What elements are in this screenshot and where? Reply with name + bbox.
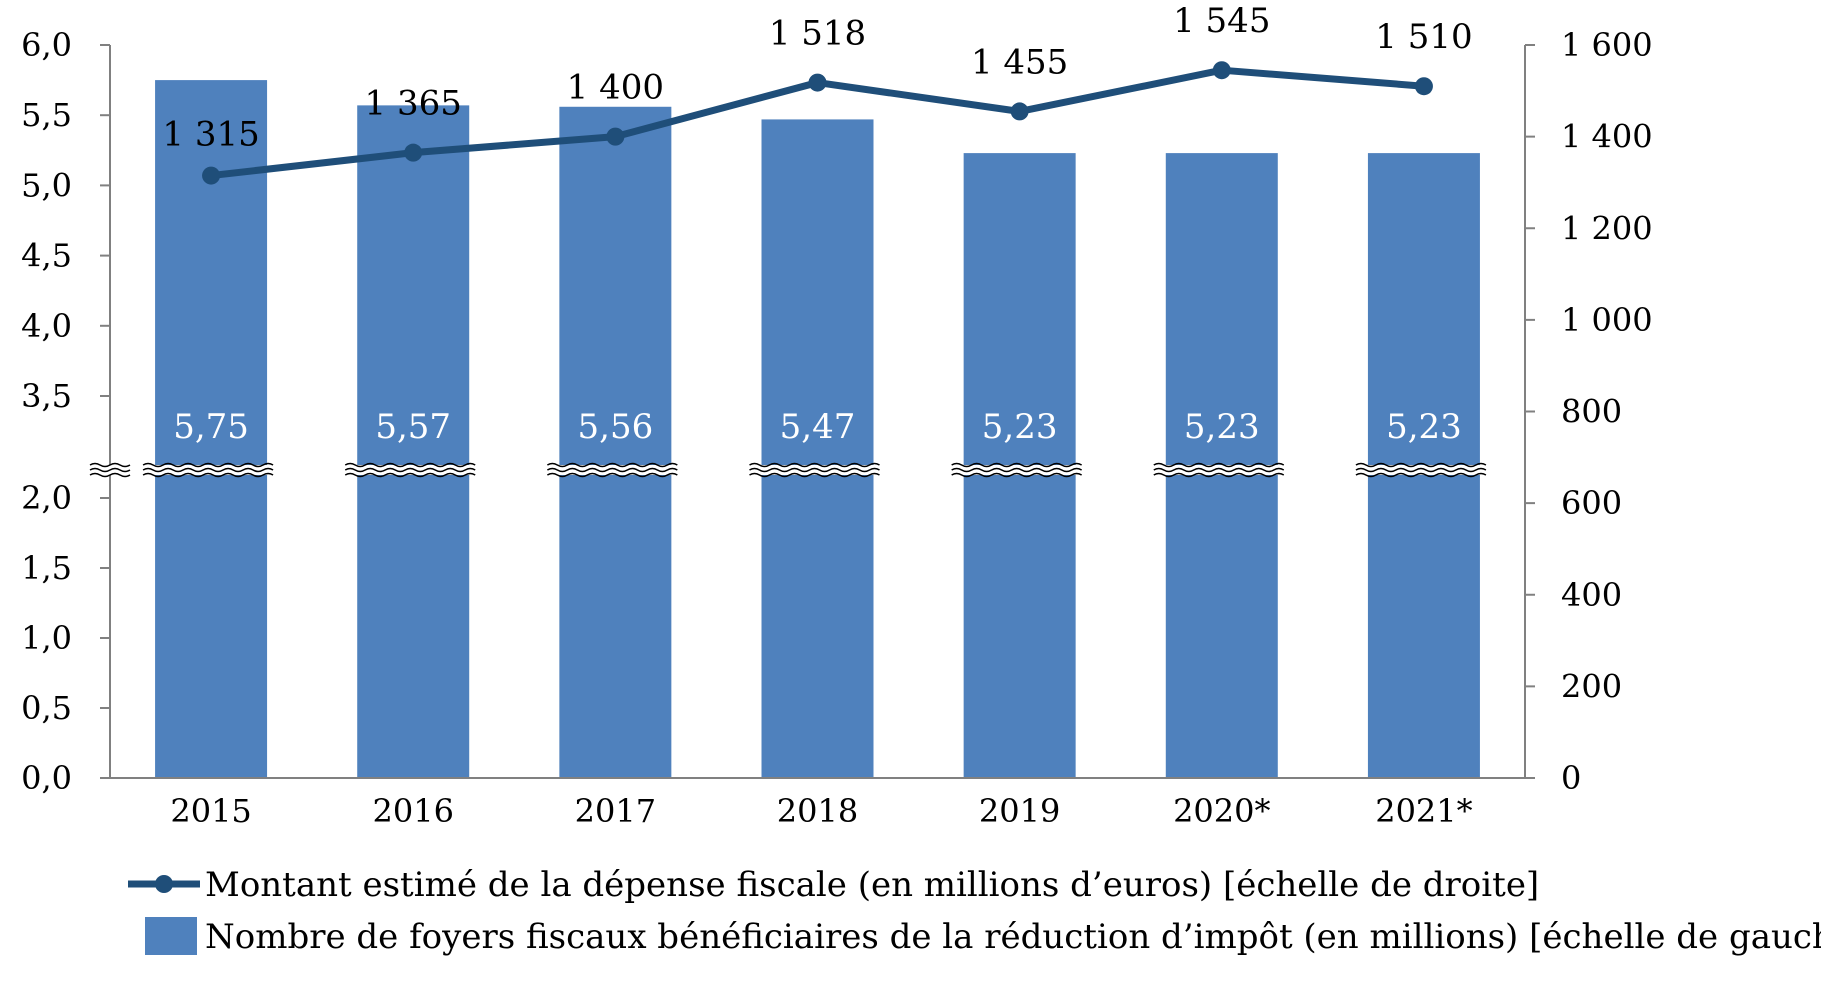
line-value-label: 1 510 bbox=[1375, 17, 1472, 57]
line-value-label: 1 315 bbox=[162, 115, 259, 155]
line-value-label: 1 518 bbox=[769, 14, 866, 54]
left-tick-label: 6,0 bbox=[21, 26, 72, 64]
axis-break-mark bbox=[749, 462, 880, 468]
left-tick-label: 4,5 bbox=[21, 237, 72, 275]
axis-break-gap bbox=[1355, 465, 1492, 475]
legend-line-label: Montant estimé de la dépense fiscale (en… bbox=[205, 865, 1539, 905]
axis-break-mark bbox=[89, 462, 131, 468]
x-tick-label: 2020* bbox=[1173, 792, 1270, 830]
left-tick-label: 0,0 bbox=[21, 759, 72, 797]
x-tick-label: 2021* bbox=[1375, 792, 1472, 830]
axis-break-mark bbox=[546, 472, 678, 478]
line-value-label: 1 545 bbox=[1173, 1, 1270, 41]
legend-bar-label: Nombre de foyers fiscaux bénéficiaires d… bbox=[205, 917, 1821, 957]
bar-value-label: 5,75 bbox=[173, 407, 249, 447]
line-point-2017 bbox=[606, 127, 625, 146]
left-tick-label: 4,0 bbox=[21, 307, 72, 345]
axis-break-mark bbox=[749, 472, 880, 478]
x-tick-label: 2016 bbox=[372, 792, 453, 830]
axis-break-mark bbox=[344, 472, 476, 478]
axis-break-gap bbox=[90, 465, 135, 475]
x-tick-label: 2015 bbox=[170, 792, 251, 830]
line-point-2016 bbox=[404, 143, 423, 162]
left-tick-label: 5,5 bbox=[21, 96, 72, 134]
axis-break-mark bbox=[142, 462, 274, 468]
axis-break-mark bbox=[1355, 472, 1487, 478]
right-tick-label: 0 bbox=[1561, 759, 1581, 797]
axis-break-mark bbox=[89, 472, 131, 478]
line-point-2021* bbox=[1414, 77, 1433, 96]
legend-bar-swatch bbox=[145, 917, 197, 955]
bar-value-label: 5,56 bbox=[578, 407, 654, 447]
axis-break-mark bbox=[546, 467, 678, 473]
line-value-label: 1 455 bbox=[971, 42, 1068, 82]
axis-break-mark bbox=[344, 467, 476, 473]
bar-2018 bbox=[761, 119, 874, 779]
axis-break-gap bbox=[749, 465, 886, 475]
axis-break-gap bbox=[143, 465, 280, 475]
bar-value-label: 5,23 bbox=[982, 407, 1058, 447]
axis-break-mark bbox=[89, 467, 131, 473]
x-tick-label: 2019 bbox=[979, 792, 1060, 830]
bar-value-label: 5,47 bbox=[780, 407, 856, 447]
axis-break-mark bbox=[1153, 467, 1285, 473]
left-tick-label: 5,0 bbox=[21, 166, 72, 204]
x-tick-label: 2017 bbox=[575, 792, 656, 830]
line-value-label: 1 400 bbox=[567, 68, 664, 108]
right-tick-label: 1 600 bbox=[1561, 26, 1653, 64]
axis-break-mark bbox=[1355, 462, 1487, 468]
right-tick-label: 1 200 bbox=[1561, 209, 1653, 247]
bar-value-label: 5,57 bbox=[375, 407, 451, 447]
line-point-2019 bbox=[1010, 102, 1029, 121]
axis-break-gap bbox=[547, 465, 684, 475]
left-tick-label: 1,0 bbox=[21, 619, 72, 657]
bar-value-label: 5,23 bbox=[1184, 407, 1260, 447]
bar-2015 bbox=[155, 80, 268, 779]
axis-break-mark bbox=[142, 467, 274, 473]
line-value-label: 1 365 bbox=[365, 84, 462, 124]
axis-break-mark bbox=[1153, 462, 1285, 468]
left-tick-label: 2,0 bbox=[21, 479, 72, 517]
right-tick-label: 400 bbox=[1561, 576, 1622, 614]
axis-break-mark bbox=[951, 472, 1083, 478]
bar-2016 bbox=[357, 105, 470, 778]
axis-break-mark bbox=[951, 467, 1083, 473]
axis-break-mark bbox=[1355, 467, 1487, 473]
axis-break-mark bbox=[749, 467, 880, 473]
axis-break-mark bbox=[344, 462, 476, 468]
axis-break-mark bbox=[142, 472, 274, 478]
axis-break-gap bbox=[951, 465, 1088, 475]
right-tick-label: 200 bbox=[1561, 667, 1622, 705]
line-point-2015 bbox=[202, 166, 221, 185]
line-point-2018 bbox=[808, 73, 827, 92]
right-tick-label: 800 bbox=[1561, 393, 1622, 431]
left-tick-label: 1,5 bbox=[21, 549, 72, 587]
right-tick-label: 1 000 bbox=[1561, 301, 1653, 339]
bar-2017 bbox=[559, 106, 672, 778]
axis-break-gap bbox=[1153, 465, 1290, 475]
axis-break-mark bbox=[951, 462, 1083, 468]
axis-break-mark bbox=[546, 462, 678, 468]
left-tick-label: 0,5 bbox=[21, 689, 72, 727]
line-point-2020* bbox=[1212, 61, 1231, 80]
right-tick-label: 600 bbox=[1561, 484, 1622, 522]
axis-break-gap bbox=[345, 465, 482, 475]
left-tick-label: 3,5 bbox=[21, 377, 72, 415]
bar-value-label: 5,23 bbox=[1386, 407, 1462, 447]
axis-break-mark bbox=[1153, 472, 1285, 478]
legend-line-marker bbox=[155, 875, 173, 893]
x-tick-label: 2018 bbox=[777, 792, 858, 830]
right-tick-label: 1 400 bbox=[1561, 118, 1653, 156]
